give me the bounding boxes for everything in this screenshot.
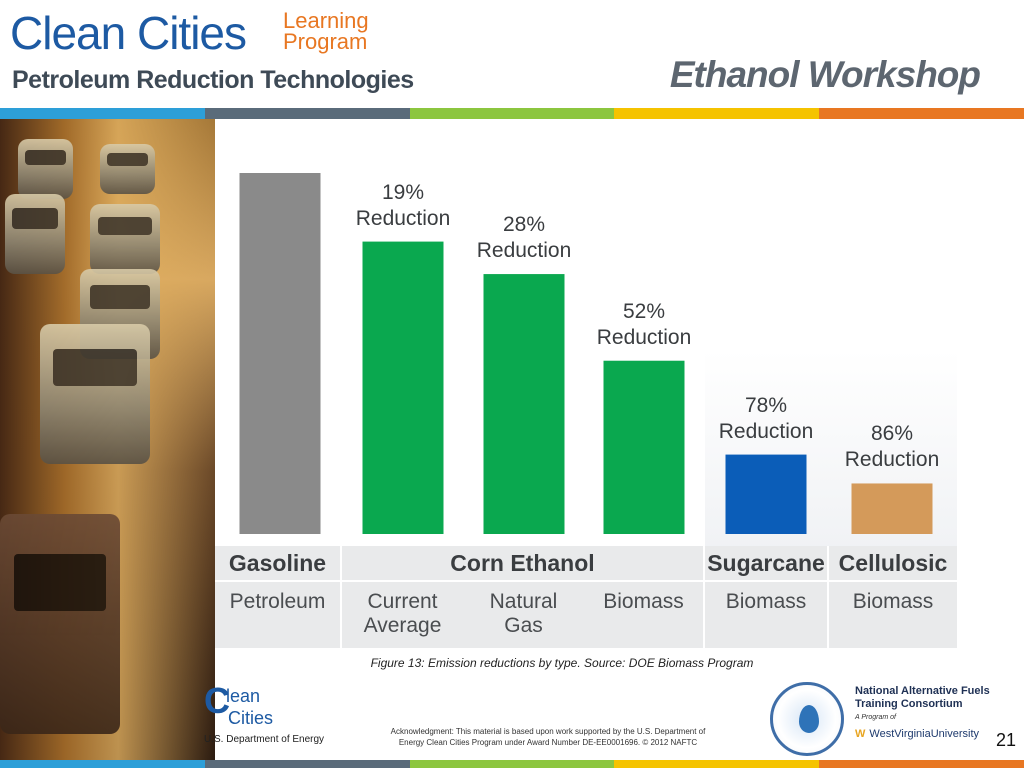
bar-3: [603, 360, 685, 534]
category-corn-ethanol: Corn Ethanol: [342, 546, 705, 580]
logo-sub-learning: Learning: [283, 8, 369, 33]
footer-color-segment: [204, 760, 410, 768]
category-gasoline: Gasoline: [215, 546, 342, 580]
clean-cities-footer-logo: C lean Cities U.S. Department of Energy: [204, 678, 324, 748]
traffic-photo: [0, 119, 215, 760]
header-color-segment: [819, 108, 1024, 119]
car-image: [5, 194, 65, 274]
footer-color-bar: [0, 760, 1024, 768]
reduction-label-1: 19% Reduction: [355, 180, 451, 230]
footer-color-segment: [819, 760, 1024, 768]
acknowledgment: Acknowledgment: This material is based u…: [390, 727, 706, 747]
wvu-mark-icon: W: [855, 728, 866, 740]
header-color-segment: [409, 108, 615, 119]
category-cellulosic: Cellulosic: [838, 549, 948, 576]
cc-logo-lean: lean: [226, 686, 261, 706]
reduction-label-2: 28% Reduction: [476, 213, 572, 263]
page-number: 21: [995, 730, 1016, 750]
wvu-logo: W WestVirginiaUniversity: [855, 728, 979, 740]
car-image: [40, 324, 150, 464]
tagline: Petroleum Reduction Technologies: [12, 66, 414, 94]
feedstock-petroleum: Petroleum: [215, 582, 342, 648]
figure-caption: Figure 13: Emission reductions by type. …: [370, 656, 754, 670]
feedstock-current-average: Current Average: [363, 590, 442, 637]
header-color-segment: [614, 108, 820, 119]
logo-sub-text: Learning Program: [283, 8, 369, 54]
doe-label: U.S. Department of Energy: [204, 734, 325, 745]
logo-main-text: Clean Cities: [10, 7, 247, 59]
header-color-segment: [0, 108, 205, 119]
naftc-name: National Alternative Fuels Training Cons…: [855, 685, 990, 710]
footer-color-segment: [614, 760, 820, 768]
car-image: [18, 139, 73, 199]
reduction-label-5: 86% Reduction: [844, 422, 940, 472]
cc-logo-c: C: [204, 680, 230, 721]
footer-color-segment: [409, 760, 615, 768]
bar-2: [483, 274, 565, 534]
feedstock-biomass-sugarcane: Biomass: [705, 582, 829, 648]
wvu-name: WestVirginiaUniversity: [869, 728, 980, 740]
workshop-title: Ethanol Workshop: [669, 54, 981, 95]
bar-0: [239, 173, 321, 534]
cc-logo-cities: Cities: [228, 708, 274, 728]
bar-5: [851, 483, 933, 534]
naftc-program-label: A Program of: [855, 714, 896, 721]
header-color-segment: [204, 108, 410, 119]
reduction-label-3: 52% Reduction: [596, 299, 692, 349]
logo-sub-program: Program: [283, 29, 368, 54]
row-divider: [215, 580, 957, 582]
feedstock-natural-gas: Natural Gas: [489, 590, 558, 637]
car-image: [90, 204, 160, 274]
feedstock-biomass-cellulosic: Biomass: [852, 590, 934, 613]
bar-4: [725, 454, 807, 534]
bar-1: [362, 241, 444, 534]
water-drop-icon: [799, 705, 819, 733]
naftc-seal-icon: [770, 682, 844, 756]
header-color-bar: [0, 108, 1024, 119]
car-image: [100, 144, 155, 194]
category-label-row: Gasoline Corn Ethanol Sugarcane Cellulos…: [215, 546, 957, 648]
footer-color-segment: [0, 760, 205, 768]
car-image: [0, 514, 120, 734]
category-sugarcane: Sugarcane: [705, 546, 829, 580]
reduction-label-4: 78% Reduction: [718, 393, 814, 443]
feedstock-biomass-corn: Biomass: [584, 582, 705, 648]
